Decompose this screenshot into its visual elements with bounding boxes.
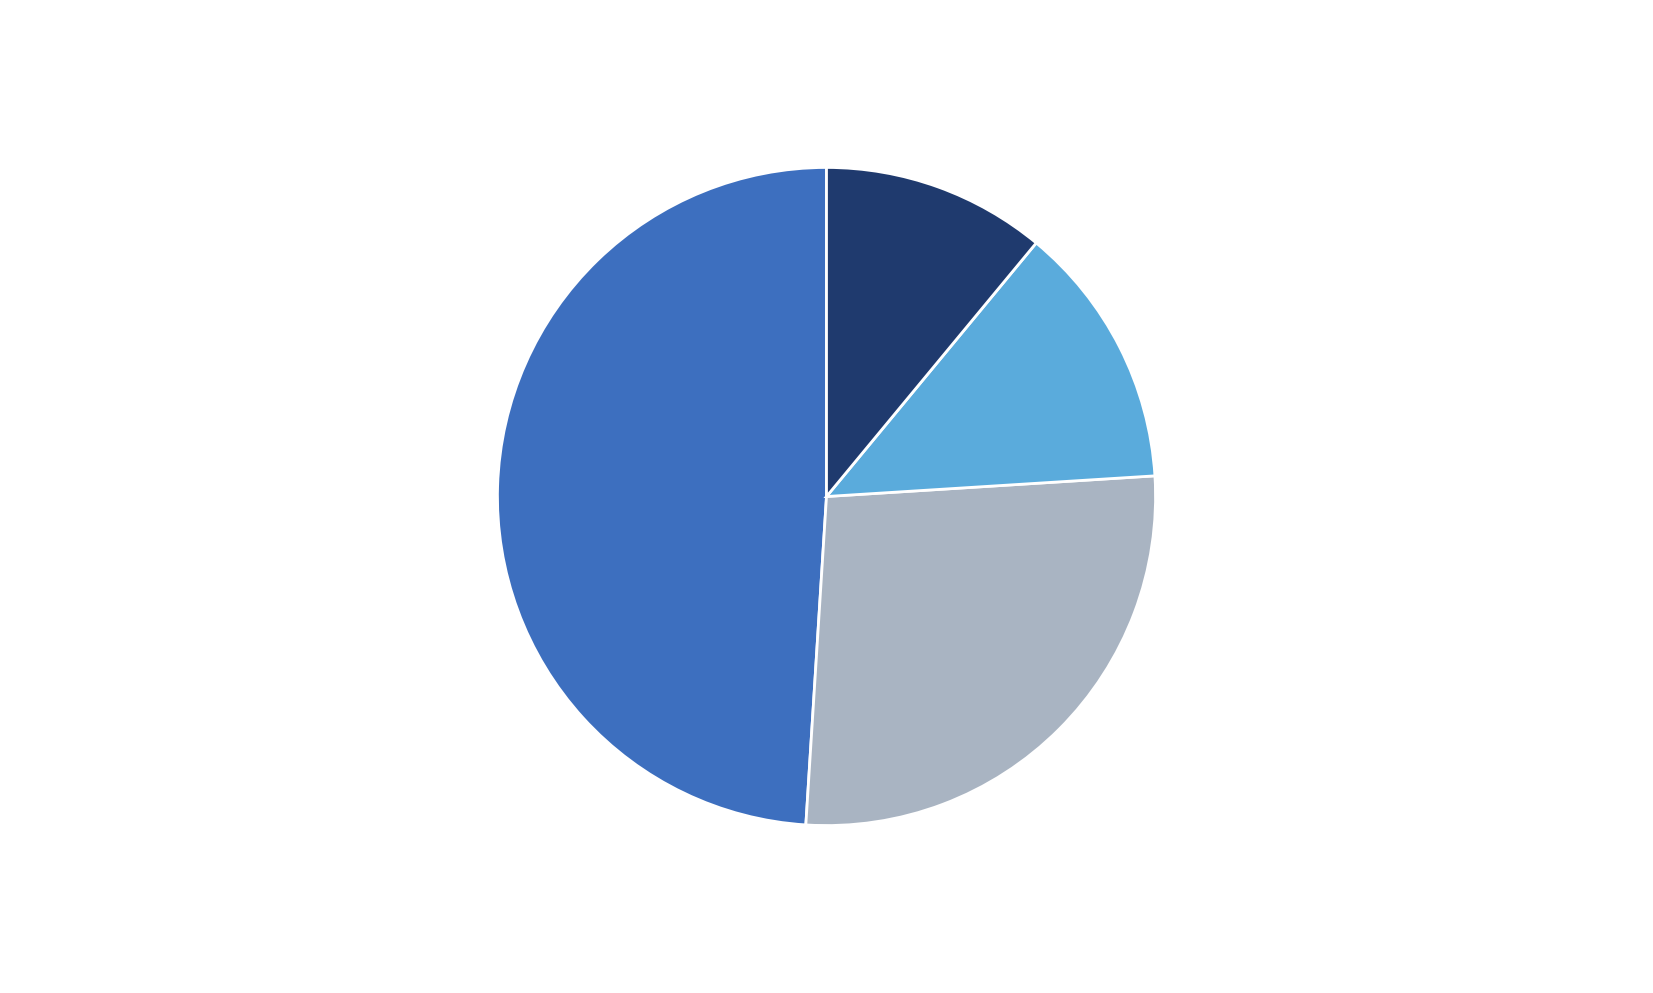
Wedge shape (826, 168, 1036, 496)
Wedge shape (498, 168, 826, 825)
Wedge shape (826, 243, 1155, 496)
Wedge shape (807, 476, 1155, 825)
